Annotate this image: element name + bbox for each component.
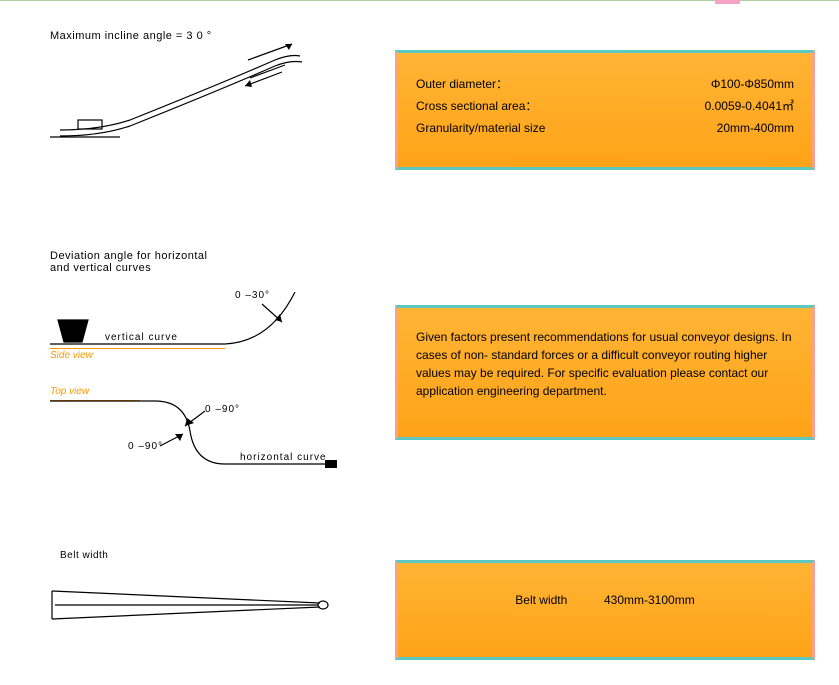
horizontal-curve-label: horizontal curve [240,452,327,463]
deviation-right: Given factors present recommendations fo… [395,305,815,440]
section-deviation: Deviation angle for horizontal and verti… [0,250,839,500]
section-belt: Belt width Belt width 430mm-3100mm [0,550,839,680]
section-incline: Maximum incline angle = 3 0 ° [0,30,839,190]
panel-label: Granularity/material size [416,117,545,139]
incline-left: Maximum incline angle = 3 0 ° [50,30,370,152]
deviation-heading: Deviation angle for horizontal and verti… [50,250,370,274]
belt-heading: Belt width [60,550,370,561]
incline-diagram [50,42,330,152]
panel-value: Φ100-Φ850mm [711,73,794,95]
belt-panel-value: 430mm-3100mm [604,593,695,607]
top-view-diagram [50,386,350,486]
belt-right: Belt width 430mm-3100mm [395,560,815,660]
incline-panel: Outer diameter： Φ100-Φ850mm Cross sectio… [395,50,815,170]
belt-left: Belt width [50,550,370,643]
panel-row: Outer diameter： Φ100-Φ850mm [416,73,794,95]
panel-label: Cross sectional area： [416,95,537,117]
deviation-panel: Given factors present recommendations fo… [395,305,815,440]
panel-value: 0.0059-0.4041㎡ [705,95,794,117]
panel-row: Cross sectional area： 0.0059-0.4041㎡ [416,95,794,117]
angle-0-90-upper: 0 –90° [205,404,240,415]
deviation-text: Given factors present recommendations fo… [416,328,794,400]
belt-diagram [50,583,350,643]
belt-panel-label: Belt width [515,593,567,607]
top-pink-marker [715,0,740,4]
vertical-curve-label: vertical curve [105,332,178,343]
belt-panel: Belt width 430mm-3100mm [395,560,815,660]
side-view-label: Side view [50,350,93,361]
top-rule [0,0,839,1]
side-view-diagram [50,292,340,372]
panel-value: 20mm-400mm [717,117,794,139]
panel-label: Outer diameter： [416,73,508,95]
angle-0-90-lower: 0 –90° [128,441,163,452]
panel-row: Granularity/material size 20mm-400mm [416,117,794,139]
deviation-left: Deviation angle for horizontal and verti… [50,250,370,486]
incline-right: Outer diameter： Φ100-Φ850mm Cross sectio… [395,50,815,170]
incline-heading: Maximum incline angle = 3 0 ° [50,30,370,42]
side-view-underline [50,348,225,349]
angle-0-30: 0 –30° [235,290,270,301]
